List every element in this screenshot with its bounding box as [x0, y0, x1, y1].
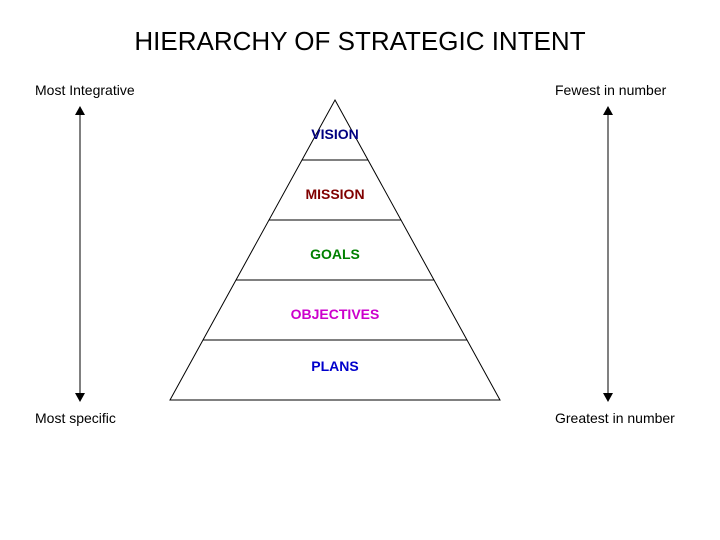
pyramid-level-mission: MISSION — [305, 186, 364, 202]
pyramid-level-plans: PLANS — [311, 358, 358, 374]
right-arrow-arrowhead-down — [603, 393, 613, 402]
left-arrow-arrowhead-down — [75, 393, 85, 402]
pyramid-level-vision: VISION — [311, 126, 358, 142]
pyramid-level-objectives: OBJECTIVES — [291, 306, 380, 322]
diagram-svg: VISION MISSION GOALS OBJECTIVES PLANS — [0, 0, 720, 540]
pyramid-labels: VISION MISSION GOALS OBJECTIVES PLANS — [291, 126, 380, 374]
left-arrow-arrowhead-up — [75, 106, 85, 115]
pyramid-level-goals: GOALS — [310, 246, 360, 262]
right-arrow-arrowhead-up — [603, 106, 613, 115]
